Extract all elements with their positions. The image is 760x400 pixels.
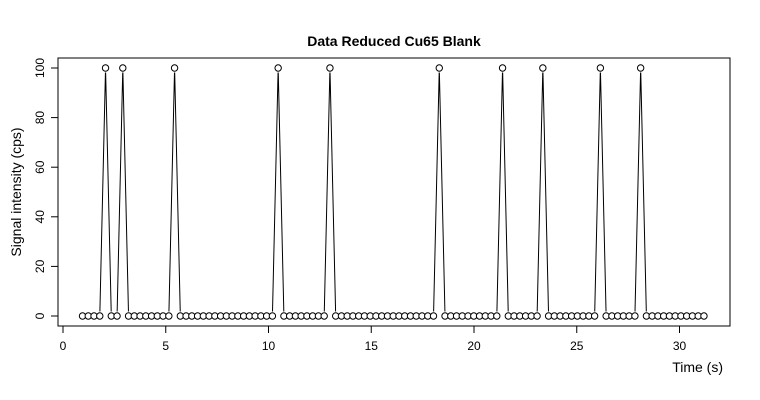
data-point <box>590 312 599 320</box>
x-tick-label: 0 <box>60 339 67 353</box>
data-point <box>326 64 334 72</box>
data-point <box>113 312 121 320</box>
data-point <box>435 64 443 72</box>
data-point <box>636 64 645 72</box>
y-axis-label: Signal intensity (cps) <box>8 127 24 256</box>
y-tick-label: 60 <box>33 160 47 174</box>
data-point <box>596 64 605 72</box>
data-point <box>170 64 179 72</box>
data-point <box>268 312 277 320</box>
y-tick-label: 20 <box>33 259 47 273</box>
x-tick-label: 10 <box>262 339 276 353</box>
data-point <box>429 312 438 320</box>
y-axis: 0 20 40 60 80 100 <box>33 58 59 319</box>
data-point <box>700 312 708 320</box>
y-tick-label: 100 <box>33 58 47 78</box>
x-tick-label: 25 <box>570 339 584 353</box>
data-point <box>101 64 110 72</box>
x-tick-label: 30 <box>673 339 687 353</box>
data-point <box>119 64 127 72</box>
series-points <box>78 64 708 320</box>
x-tick-label: 20 <box>467 339 481 353</box>
y-tick-label: 0 <box>33 312 47 319</box>
data-point <box>320 312 328 320</box>
data-point <box>631 312 639 320</box>
y-tick-label: 40 <box>33 210 47 224</box>
data-point <box>493 312 501 320</box>
data-point <box>539 64 547 72</box>
x-tick-label: 5 <box>162 339 169 353</box>
plot-frame <box>57 57 731 327</box>
y-tick-label: 80 <box>33 111 47 125</box>
chart-title: Data Reduced Cu65 Blank <box>307 33 481 49</box>
x-axis-label: Time (s) <box>672 359 723 375</box>
data-point <box>165 312 173 320</box>
data-point <box>274 64 282 72</box>
x-axis: 0 5 10 15 20 25 30 <box>60 325 687 353</box>
data-point <box>96 312 104 320</box>
data-point <box>533 312 541 320</box>
data-point <box>498 64 507 72</box>
series-line <box>99 72 647 312</box>
x-tick-label: 15 <box>365 339 379 353</box>
